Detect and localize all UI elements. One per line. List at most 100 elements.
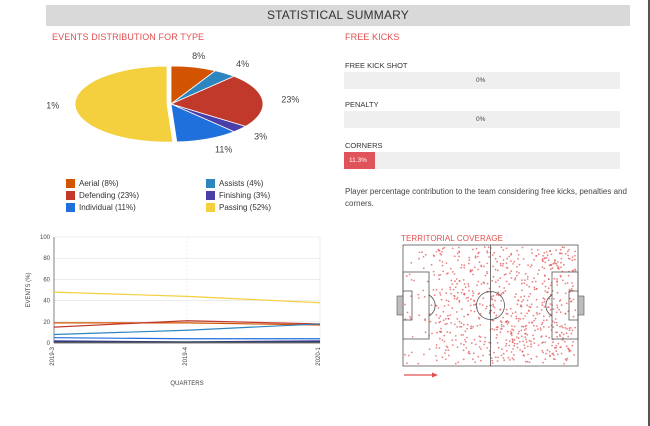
- coverage-dot: [443, 305, 446, 307]
- coverage-dot: [460, 342, 462, 345]
- legend-label: Aerial (8%): [79, 179, 119, 188]
- coverage-dot: [478, 261, 481, 264]
- coverage-dot: [519, 318, 522, 320]
- coverage-dot: [554, 318, 557, 320]
- coverage-dot: [537, 249, 539, 251]
- coverage-dot: [574, 250, 576, 253]
- coverage-dot: [428, 348, 431, 351]
- center-circle: [476, 291, 505, 320]
- y-tick-label: 100: [40, 235, 51, 241]
- coverage-dot: [455, 278, 458, 280]
- coverage-dot: [508, 283, 511, 286]
- coverage-dot: [535, 355, 538, 358]
- coverage-dot: [475, 247, 478, 250]
- coverage-dot: [503, 287, 506, 289]
- coverage-dot: [472, 248, 474, 251]
- coverage-dot: [563, 263, 565, 266]
- coverage-dot: [523, 282, 526, 285]
- pie-svg: 8% 4% 23% 3% 11% 51%: [41, 51, 299, 154]
- coverage-dot: [574, 254, 576, 257]
- coverage-dot: [512, 329, 515, 332]
- coverage-dot: [541, 282, 544, 285]
- coverage-dot: [455, 339, 457, 341]
- legend-label: Finishing (3%): [219, 191, 271, 200]
- coverage-dot: [508, 344, 511, 347]
- coverage-dot: [479, 348, 482, 350]
- coverage-dot: [451, 339, 454, 341]
- coverage-dot: [454, 280, 456, 283]
- coverage-dot: [523, 354, 526, 357]
- coverage-dot: [496, 328, 498, 331]
- coverage-dot: [418, 257, 420, 260]
- coverage-dot: [514, 278, 516, 281]
- coverage-dot: [484, 336, 487, 339]
- coverage-dot: [505, 339, 508, 341]
- coverage-dot: [558, 334, 561, 336]
- coverage-dot: [530, 248, 533, 251]
- coverage-dot: [426, 280, 429, 283]
- legend-item-individual: Individual (11%): [66, 203, 136, 213]
- coverage-dot: [505, 280, 508, 283]
- legend-label: Passing (52%): [219, 203, 272, 212]
- coverage-dot: [565, 345, 568, 347]
- coverage-dot: [504, 290, 507, 292]
- coverage-dot: [494, 281, 497, 284]
- coverage-dot: [493, 351, 495, 354]
- coverage-dot: [505, 312, 508, 315]
- coverage-dot: [538, 312, 541, 315]
- x-tick-label: 2020-1: [316, 346, 322, 365]
- coverage-dot: [508, 340, 511, 343]
- coverage-dot: [492, 265, 494, 268]
- coverage-dot: [433, 274, 436, 276]
- coverage-dot: [439, 294, 442, 296]
- coverage-dot: [544, 290, 547, 292]
- coverage-dot: [562, 333, 565, 336]
- coverage-dot: [491, 328, 494, 330]
- coverage-dot: [504, 321, 507, 323]
- coverage-dot: [555, 321, 558, 324]
- coverage-dot: [499, 264, 502, 267]
- coverage-dot: [461, 288, 464, 291]
- coverage-dot: [521, 289, 523, 292]
- coverage-dot: [472, 325, 475, 328]
- coverage-dot: [553, 277, 556, 280]
- coverage-dot: [473, 300, 476, 303]
- coverage-dot: [449, 331, 452, 334]
- coverage-dot: [532, 334, 534, 337]
- coverage-dot: [496, 334, 498, 336]
- coverage-dot: [406, 311, 409, 314]
- coverage-dot: [568, 329, 571, 332]
- coverage-dot: [464, 341, 467, 343]
- coverage-dot: [410, 279, 413, 281]
- coverage-dot: [546, 349, 549, 352]
- coverage-dot: [560, 261, 562, 264]
- coverage-dot: [497, 279, 499, 282]
- coverage-dot: [564, 282, 567, 285]
- coverage-dot: [410, 295, 412, 297]
- coverage-dot: [444, 358, 447, 361]
- coverage-dot: [404, 303, 406, 306]
- legend-swatch: [206, 191, 215, 201]
- coverage-dot: [453, 297, 456, 300]
- coverage-dot: [552, 262, 555, 265]
- coverage-dot: [555, 249, 557, 251]
- coverage-dot: [556, 306, 559, 309]
- coverage-dot: [450, 279, 453, 282]
- coverage-dot: [500, 328, 502, 330]
- coverage-dot: [568, 327, 571, 329]
- coverage-dot: [526, 333, 529, 336]
- coverage-dot: [454, 335, 457, 337]
- coverage-dot: [505, 350, 508, 352]
- coverage-dot: [439, 320, 442, 323]
- coverage-dot: [423, 353, 425, 356]
- coverage-dot: [411, 336, 414, 338]
- coverage-dot: [472, 273, 474, 276]
- pie-label-individual: 11%: [215, 144, 232, 154]
- coverage-dot: [528, 321, 531, 324]
- coverage-dot: [501, 265, 504, 267]
- series-line-0: [53, 291, 321, 304]
- coverage-dot: [545, 251, 548, 253]
- coverage-dot: [547, 287, 550, 290]
- coverage-dot: [438, 259, 441, 262]
- coverage-dot: [572, 298, 575, 301]
